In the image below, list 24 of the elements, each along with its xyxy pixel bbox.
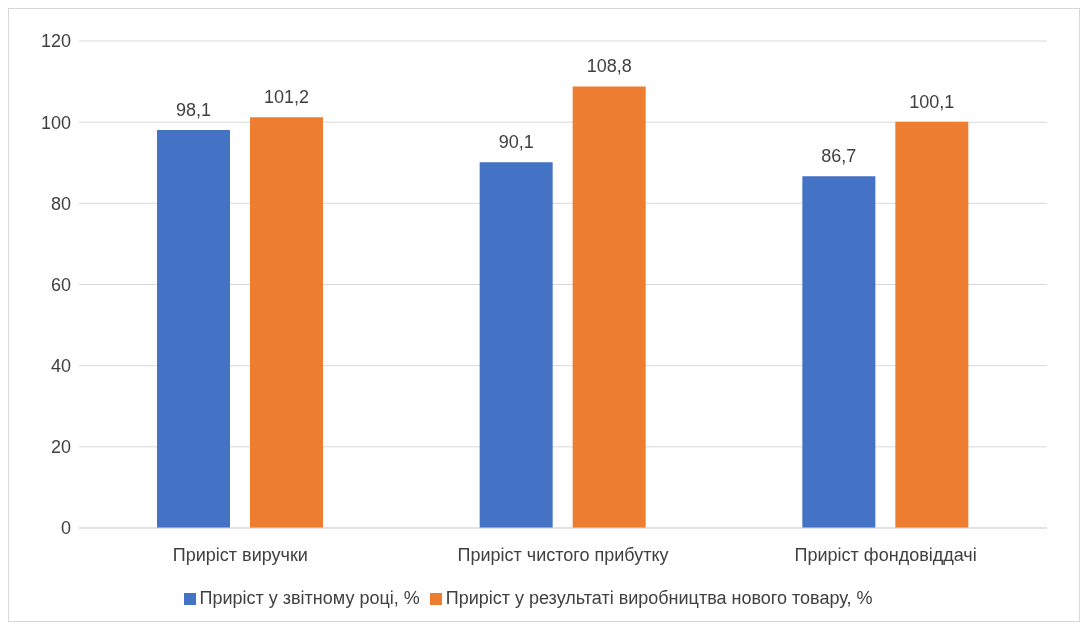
data-label: 86,7 — [821, 146, 857, 167]
x-tick-label: Приріст чистого прибутку — [457, 544, 669, 565]
y-tick-label: 120 — [40, 31, 71, 52]
bar — [250, 117, 323, 528]
bar — [802, 176, 876, 528]
y-tick-label: 40 — [50, 356, 71, 377]
data-label: 90,1 — [498, 132, 534, 153]
y-tick-label: 60 — [50, 274, 71, 295]
y-tick-label: 0 — [60, 518, 71, 539]
x-tick-label: Приріст виручки — [172, 544, 308, 565]
data-label: 100,1 — [909, 91, 955, 112]
y-tick-label: 100 — [40, 112, 71, 133]
y-tick-label: 80 — [50, 193, 71, 214]
x-tick-label: Приріст фондовіддачі — [794, 544, 977, 565]
y-tick-label: 20 — [50, 437, 71, 458]
data-label: 108,8 — [586, 56, 632, 77]
data-label: 101,2 — [263, 87, 310, 108]
bar — [572, 86, 646, 528]
bar — [895, 121, 969, 528]
bar — [479, 162, 553, 528]
legend-label: Приріст у звітному році, % — [199, 588, 420, 608]
data-label: 98,1 — [175, 99, 212, 120]
legend-label: Приріст у результаті виробництва нового товару, % — [445, 588, 873, 608]
bar — [157, 129, 230, 528]
